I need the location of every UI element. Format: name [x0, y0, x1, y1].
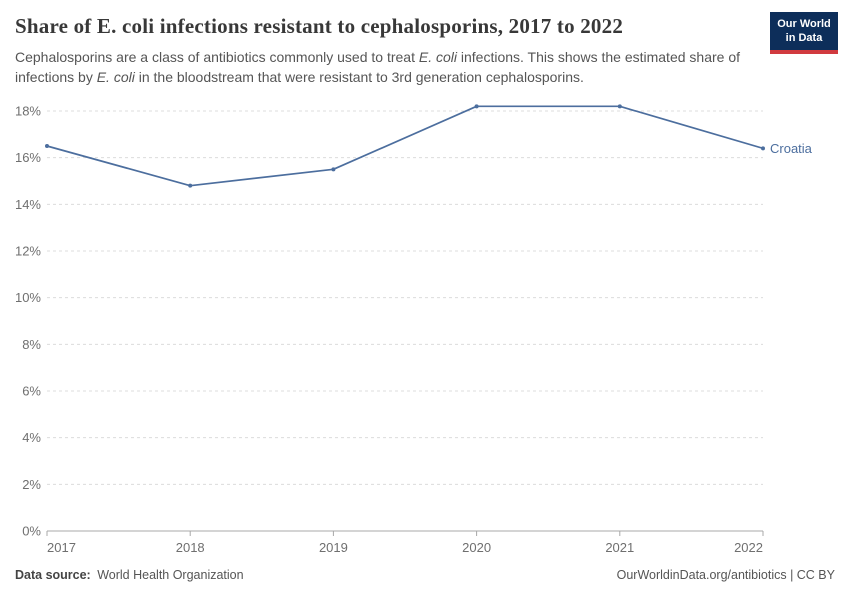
- data-point[interactable]: [617, 104, 622, 109]
- chart-footer: Data source: World Health Organization O…: [15, 568, 835, 582]
- y-axis-tick-label: 0%: [22, 524, 41, 539]
- owid-logo[interactable]: Our World in Data: [770, 12, 838, 54]
- chart-subtitle: Cephalosporins are a class of antibiotic…: [15, 48, 760, 87]
- data-source: Data source: World Health Organization: [15, 568, 244, 582]
- y-axis-tick-label: 2%: [22, 477, 41, 492]
- subtitle-italic-segment: E. coli: [418, 49, 457, 65]
- subtitle-segment: Cephalosporins are a class of antibiotic…: [15, 49, 419, 65]
- y-axis-tick-label: 18%: [15, 104, 41, 119]
- data-source-value: World Health Organization: [97, 568, 244, 582]
- x-axis-tick-label: 2021: [605, 540, 634, 555]
- y-axis-tick-label: 4%: [22, 430, 41, 445]
- data-point[interactable]: [331, 167, 336, 172]
- data-point[interactable]: [188, 183, 193, 188]
- chart-canvas: 0% 2% 4% 6% 8% 10% 12% 14% 16% 18% 2017 2018 2019 202…: [15, 104, 813, 556]
- page-title: Share of E. coli infections resistant to…: [15, 14, 624, 38]
- y-axis-tick-label: 12%: [15, 244, 41, 259]
- subtitle-segment: infections. This shows the estimated sha…: [15, 49, 740, 85]
- series-line-croatia[interactable]: [46, 105, 764, 187]
- y-axis-tick-label: 8%: [22, 337, 41, 352]
- y-axis-tick-label: 14%: [15, 197, 41, 212]
- y-axis-tick-label: 6%: [22, 384, 41, 399]
- y-axis-tick-label: 16%: [15, 150, 41, 165]
- subtitle-italic-segment: E. coli: [96, 68, 135, 85]
- line-chart: 0% 2% 4% 6% 8% 10% 12% 14% 16% 18% 2017 2018 2019 202…: [0, 95, 850, 570]
- x-axis-tick-label: 2018: [176, 540, 205, 555]
- series-label-croatia[interactable]: Croatia: [770, 141, 813, 156]
- x-axis-tick-label: 2017: [47, 540, 76, 555]
- data-point[interactable]: [761, 146, 765, 151]
- y-axis-tick-label: 10%: [15, 290, 41, 305]
- owid-logo-line2: in Data: [785, 32, 823, 45]
- credit-link[interactable]: OurWorldinData.org/antibiotics | CC BY: [616, 568, 835, 582]
- x-axis-tick-label: 2020: [462, 540, 491, 555]
- subtitle-segment: in the bloodstream that were resistant t…: [134, 68, 584, 85]
- x-axis-tick-label: 2022: [734, 540, 763, 555]
- x-axis-tick-label: 2019: [319, 540, 348, 555]
- data-source-label: Data source:: [15, 568, 91, 582]
- data-point[interactable]: [474, 104, 479, 109]
- owid-logo-line1: Our World: [777, 18, 831, 30]
- data-point[interactable]: [45, 144, 49, 148]
